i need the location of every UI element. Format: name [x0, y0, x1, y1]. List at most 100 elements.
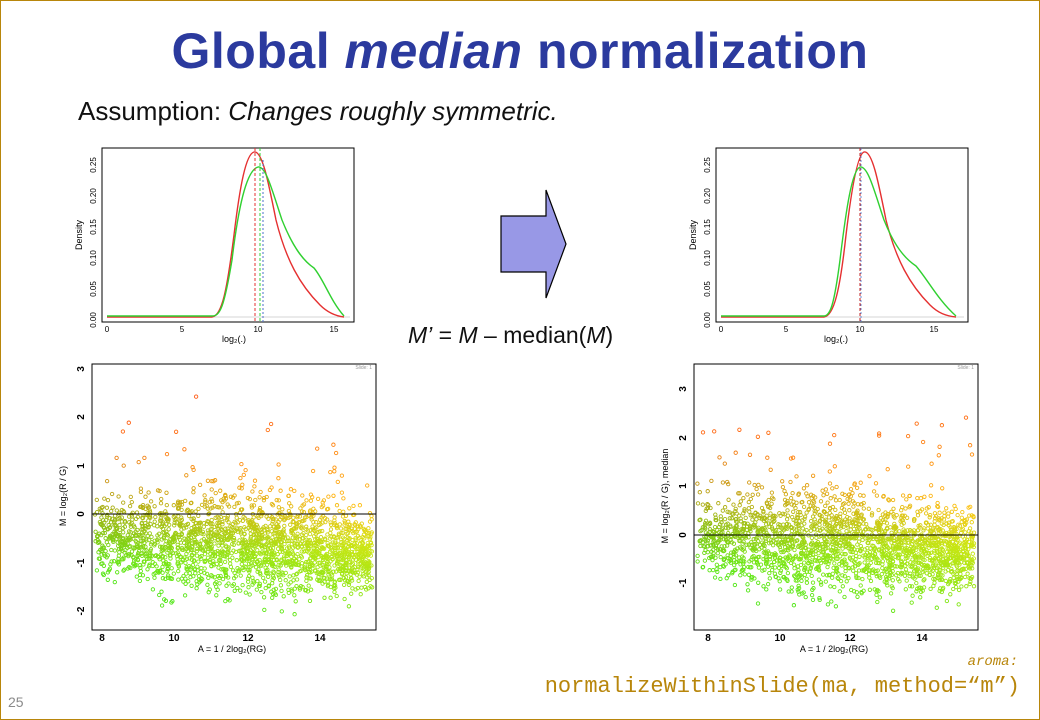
scatter-point [831, 565, 836, 571]
scatter-point [354, 572, 359, 577]
scatter-point [885, 512, 890, 517]
scatter-point [755, 530, 760, 535]
scatter-point [931, 583, 936, 589]
scatter-point [357, 542, 363, 547]
scatter-point [858, 480, 863, 485]
scatter-point [756, 482, 761, 488]
scatter-point [131, 554, 136, 560]
scatter-point [278, 577, 283, 583]
scatter-point [196, 527, 201, 532]
scatter-point [932, 511, 938, 516]
scatter-point [239, 562, 244, 567]
scatter-point [247, 569, 252, 574]
scatter-point [347, 522, 353, 528]
scatter-point [725, 526, 731, 531]
scatter-point [265, 540, 270, 545]
scatter-point [294, 583, 299, 589]
scatter-point [886, 537, 891, 542]
scatter-point [241, 472, 246, 478]
scatter-point [256, 534, 261, 539]
scatter-point [926, 505, 931, 510]
scatter-point [738, 573, 743, 578]
scatter-point [191, 516, 196, 521]
scatter-point [717, 455, 722, 460]
scatter-point [950, 561, 955, 566]
scatter-point [872, 551, 878, 556]
scatter-point [948, 579, 953, 584]
scatter-point [936, 533, 941, 539]
scatter-point [358, 547, 364, 552]
scatter-point [209, 487, 214, 492]
scatter-point [209, 537, 215, 542]
scatter-point [276, 562, 281, 568]
density-plot-before: 0 5 10 15 0.00 0.05 0.10 0.15 0.20 0.25 … [62, 140, 362, 345]
scatter-point [223, 572, 229, 577]
scatter-point [226, 547, 231, 552]
scatter-point [760, 568, 765, 573]
scatter-point [134, 562, 139, 568]
scatter-point [801, 486, 807, 491]
scatter-point [879, 571, 884, 577]
scatter-point [967, 563, 972, 569]
scatter-point [265, 528, 270, 533]
scatter-point [325, 540, 330, 546]
scatter-point [970, 566, 975, 571]
scatter-point [161, 535, 166, 541]
scatter-point [142, 455, 147, 461]
scatter-point [721, 557, 727, 562]
scatter-point [820, 544, 825, 549]
ma-before-svg: Slide: 1 8 10 12 14 -2 -1 0 1 2 3 M = lo… [58, 363, 377, 654]
scatter-point [278, 488, 283, 493]
scatter-point [167, 522, 172, 528]
x-tick: 0 [719, 325, 724, 334]
scatter-point [328, 522, 334, 527]
scatter-point [339, 539, 344, 545]
scatter-point [252, 484, 257, 489]
scatter-point [218, 558, 223, 563]
scatter-point [902, 513, 907, 518]
scatter-point [806, 500, 812, 505]
scatter-point [226, 529, 231, 535]
scatter-point [776, 522, 781, 527]
scatter-point [351, 530, 356, 536]
scatter-point [333, 569, 339, 574]
scatter-point [796, 583, 801, 589]
scatter-point [873, 481, 879, 486]
scatter-point [788, 479, 793, 485]
scatter-point [784, 521, 790, 527]
scatter-point [949, 509, 955, 514]
scatter-point [315, 496, 321, 502]
scatter-point [232, 504, 237, 510]
scatter-point [266, 583, 272, 588]
scatter-point [885, 514, 890, 520]
scatter-point [769, 563, 774, 568]
scatter-point [714, 562, 719, 567]
scatter-point [805, 550, 811, 556]
scatter-point [189, 557, 195, 562]
scatter-point [325, 559, 330, 565]
scatter-point [229, 550, 234, 556]
scatter-point [120, 539, 125, 544]
scatter-point [752, 541, 757, 547]
scatter-point [273, 586, 279, 592]
scatter-point [304, 573, 310, 578]
scatter-point [832, 561, 837, 566]
scatter-point [160, 526, 166, 532]
scatter-point [362, 549, 367, 554]
scatter-point [890, 608, 896, 613]
scatter-point [247, 496, 253, 502]
scatter-point [164, 502, 169, 508]
scatter-point [115, 534, 120, 539]
scatter-point [341, 582, 347, 588]
scatter-point [307, 598, 313, 604]
scatter-point [818, 580, 824, 585]
scatter-point [332, 465, 337, 470]
scatter-point [249, 503, 254, 508]
scatter-point [838, 554, 843, 559]
scatter-point [803, 554, 808, 560]
scatter-point [263, 523, 268, 529]
red-density-curve [721, 151, 957, 318]
scatter-point [772, 559, 777, 565]
scatter-point [286, 538, 291, 544]
scatter-point [777, 544, 783, 550]
